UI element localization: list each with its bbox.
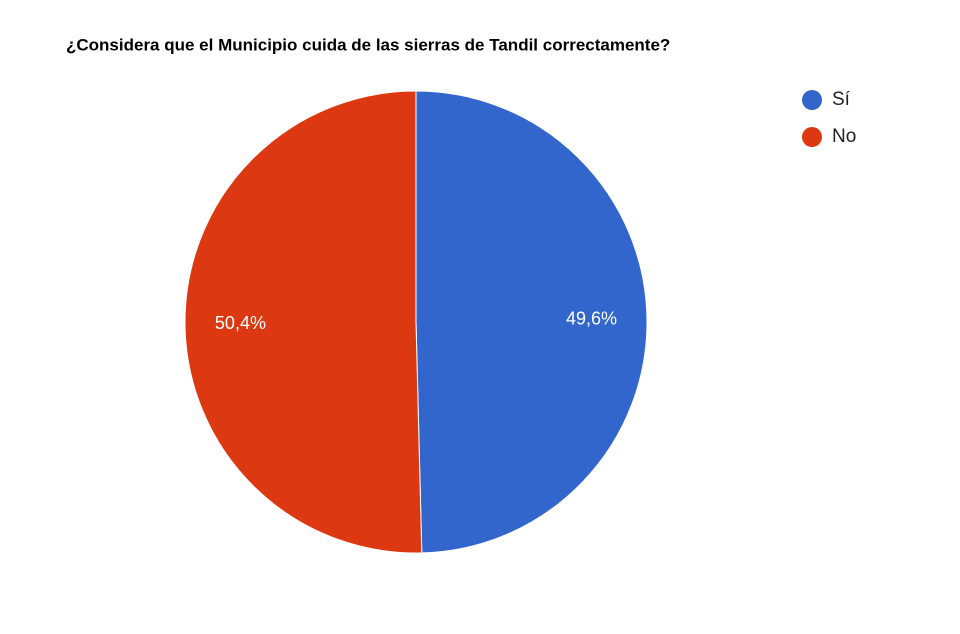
- legend-marker: [802, 127, 822, 147]
- legend-label: No: [832, 126, 856, 147]
- legend-label: Sí: [832, 89, 851, 110]
- data-label: 49,6%: [566, 309, 617, 329]
- chart-title: ¿Considera que el Municipio cuida de las…: [66, 35, 670, 54]
- pie-slice: [184, 90, 423, 554]
- legend-marker: [802, 90, 822, 110]
- pie-slice: [415, 90, 648, 554]
- data-label: 50,4%: [215, 313, 266, 333]
